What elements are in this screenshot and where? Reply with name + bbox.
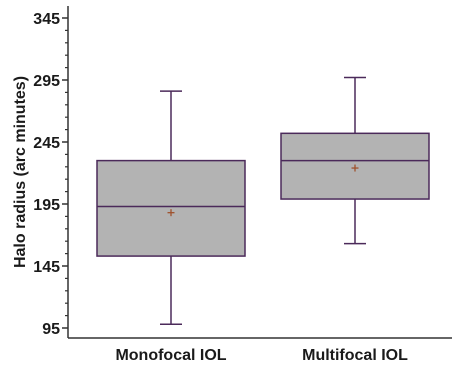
y-tick-label: 295 — [33, 73, 60, 90]
y-tick-label: 245 — [33, 135, 60, 152]
iqr-box — [97, 161, 245, 256]
x-category-label: Monofocal IOL — [115, 347, 226, 364]
y-tick-label: 345 — [33, 11, 60, 28]
y-tick-label: 145 — [33, 259, 60, 276]
y-tick-label: 195 — [33, 197, 60, 214]
y-tick-label: 95 — [42, 321, 60, 338]
x-category-label: Multifocal IOL — [302, 347, 408, 364]
plot-area: 95 145 195 245 295 345 Monofocal IOL Multifocal… — [33, 6, 452, 364]
y-axis-title: Halo radius (arc minutes) — [12, 76, 29, 268]
